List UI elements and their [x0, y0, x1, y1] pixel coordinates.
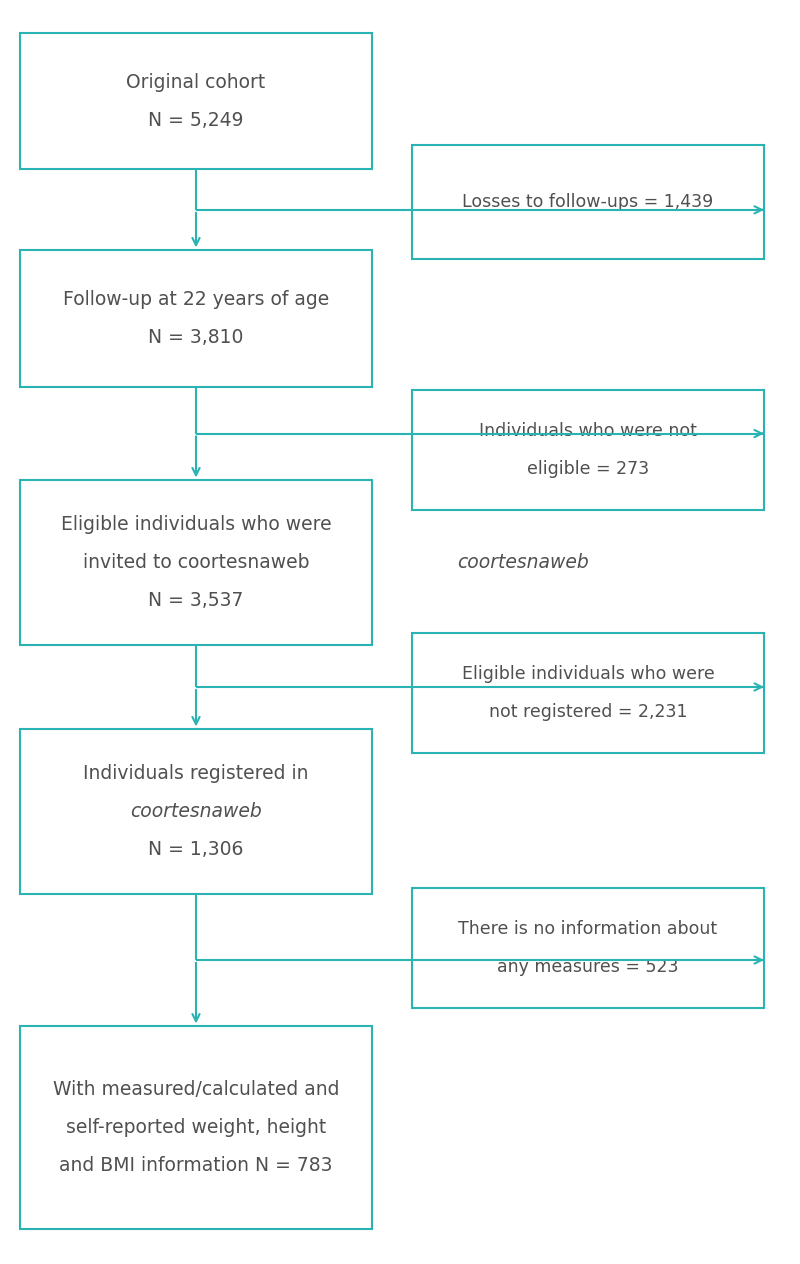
FancyBboxPatch shape	[412, 632, 764, 752]
Text: Eligible individuals who were: Eligible individuals who were	[61, 514, 331, 535]
Text: N = 3,537: N = 3,537	[148, 590, 244, 611]
Text: With measured/calculated and: With measured/calculated and	[53, 1079, 339, 1100]
Text: Eligible individuals who were: Eligible individuals who were	[462, 665, 714, 683]
FancyBboxPatch shape	[412, 389, 764, 509]
Text: and BMI information N = 783: and BMI information N = 783	[59, 1155, 333, 1176]
Text: any measures = 523: any measures = 523	[498, 958, 678, 976]
Text: Individuals registered in: Individuals registered in	[83, 763, 309, 784]
Text: Follow-up at 22 years of age: Follow-up at 22 years of age	[63, 289, 329, 310]
FancyBboxPatch shape	[20, 480, 372, 645]
Text: Losses to follow-ups = 1,439: Losses to follow-ups = 1,439	[462, 193, 714, 211]
Text: N = 1,306: N = 1,306	[148, 839, 244, 860]
Text: coortesnaweb: coortesnaweb	[457, 552, 589, 573]
Text: self-reported weight, height: self-reported weight, height	[66, 1117, 326, 1138]
FancyBboxPatch shape	[412, 145, 764, 259]
Text: not registered = 2,231: not registered = 2,231	[489, 703, 687, 720]
Text: N = 3,810: N = 3,810	[148, 327, 244, 348]
FancyBboxPatch shape	[20, 1026, 372, 1229]
Text: coortesnaweb: coortesnaweb	[130, 801, 262, 822]
FancyBboxPatch shape	[20, 33, 372, 169]
FancyBboxPatch shape	[20, 729, 372, 894]
FancyBboxPatch shape	[412, 887, 764, 1009]
Text: eligible = 273: eligible = 273	[527, 460, 649, 478]
Text: Original cohort: Original cohort	[126, 72, 266, 92]
Text: Individuals who were not: Individuals who were not	[479, 422, 697, 440]
FancyBboxPatch shape	[20, 250, 372, 387]
Text: There is no information about: There is no information about	[458, 920, 718, 938]
Text: invited to coortesnaweb: invited to coortesnaweb	[82, 552, 310, 573]
Text: N = 5,249: N = 5,249	[148, 110, 244, 130]
